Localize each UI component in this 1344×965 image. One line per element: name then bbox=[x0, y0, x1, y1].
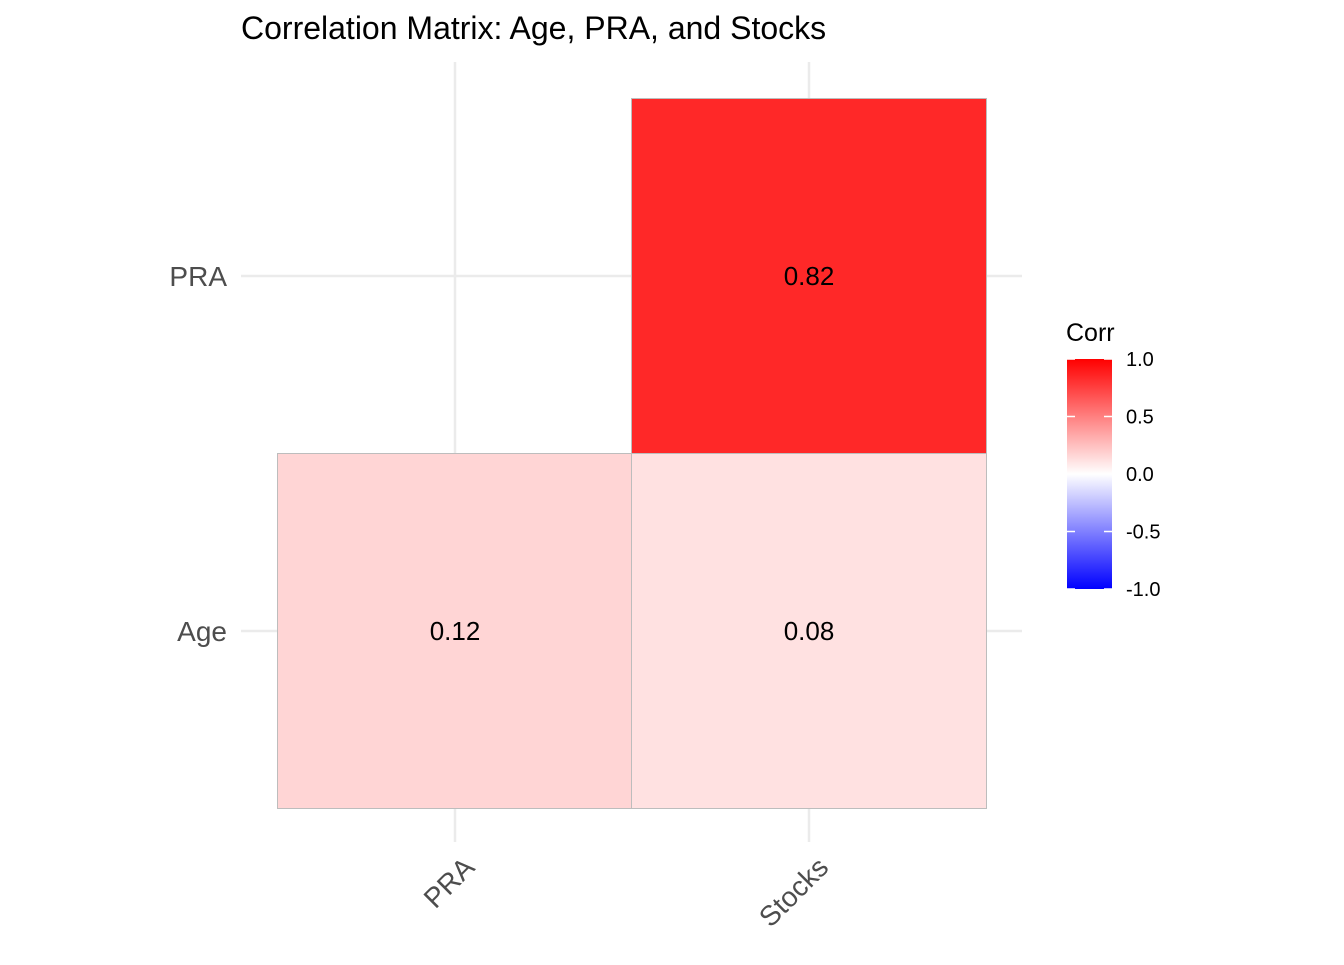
cell-value-label: 0.12 bbox=[430, 616, 481, 646]
legend-tick-label: 0.0 bbox=[1126, 464, 1154, 486]
heatmap-cell-age-pra bbox=[277, 453, 633, 809]
x-tick-label-stocks: Stocks bbox=[753, 851, 834, 932]
chart-title: Correlation Matrix: Age, PRA, and Stocks bbox=[241, 10, 826, 46]
heatmap-cell-age-stocks bbox=[631, 453, 987, 809]
y-tick-label-age: Age bbox=[177, 616, 227, 647]
legend-title: Corr bbox=[1066, 319, 1115, 347]
y-tick-label-pra: PRA bbox=[169, 261, 227, 292]
heatmap-cells: 0.12 0.08 0.82 bbox=[277, 98, 987, 809]
heatmap-cell-pra-stocks bbox=[631, 98, 987, 454]
legend-tick-label: 0.5 bbox=[1126, 407, 1154, 429]
legend-tick-label: -1.0 bbox=[1126, 579, 1160, 601]
cell-value-label: 0.82 bbox=[784, 261, 835, 291]
legend-tick-label: -0.5 bbox=[1126, 522, 1160, 544]
x-tick-label-pra: PRA bbox=[418, 851, 481, 914]
legend-tick-label: 1.0 bbox=[1126, 349, 1154, 371]
cell-value-label: 0.08 bbox=[784, 616, 835, 646]
legend: Corr 1.0 0.5 0.0 -0.5 -1.0 bbox=[1066, 319, 1160, 601]
